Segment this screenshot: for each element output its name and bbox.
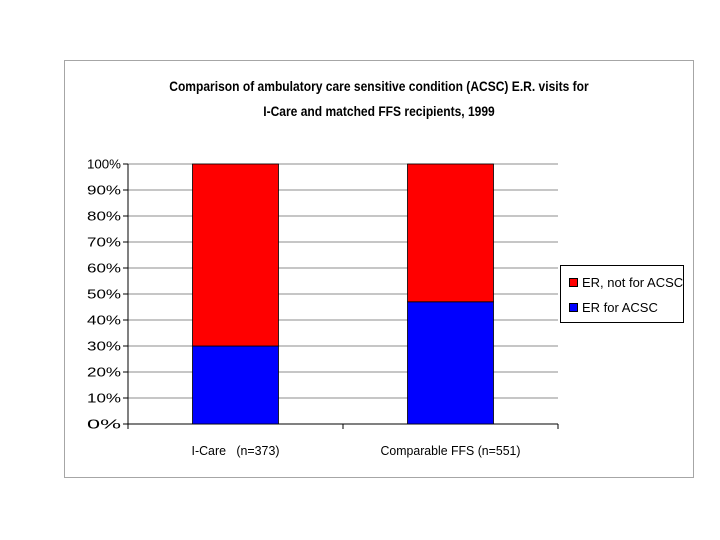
y-tick-label: 40%: [87, 313, 122, 328]
y-tick-label: 0%: [87, 417, 122, 432]
bar-segment: [407, 301, 494, 425]
y-tick-label: 60%: [87, 261, 122, 276]
bar-segment: [192, 163, 279, 347]
legend-swatch-er-acsc: [569, 302, 578, 312]
legend-item-er-acsc: ER for ACSC: [569, 299, 658, 315]
legend-swatch-er-not-acsc: [569, 277, 578, 287]
y-tick-label: 80%: [87, 209, 122, 224]
y-tick-label: 100%: [87, 157, 121, 172]
x-category-label: I-Care (n=373): [192, 443, 280, 458]
chart-title: Comparison of ambulatory care sensitive …: [169, 78, 589, 94]
legend-label-er-acsc: ER for ACSC: [582, 299, 658, 315]
y-tick-label: 10%: [87, 391, 122, 406]
y-tick-label: 20%: [87, 365, 122, 380]
y-tick-label: 30%: [87, 339, 122, 354]
bar-segment: [192, 345, 279, 425]
chart-subtitle: I-Care and matched FFS recipients, 1999: [263, 103, 495, 119]
y-tick-label: 70%: [87, 235, 122, 250]
bar-segment: [407, 163, 494, 303]
legend: ER, not for ACSC ER for ACSC: [560, 265, 684, 323]
y-tick-label: 90%: [87, 183, 122, 198]
x-category-label: Comparable FFS (n=551): [381, 443, 521, 458]
legend-label-er-not-acsc: ER, not for ACSC: [582, 274, 684, 290]
legend-item-er-not-acsc: ER, not for ACSC: [569, 274, 683, 290]
y-tick-label: 50%: [87, 287, 122, 302]
